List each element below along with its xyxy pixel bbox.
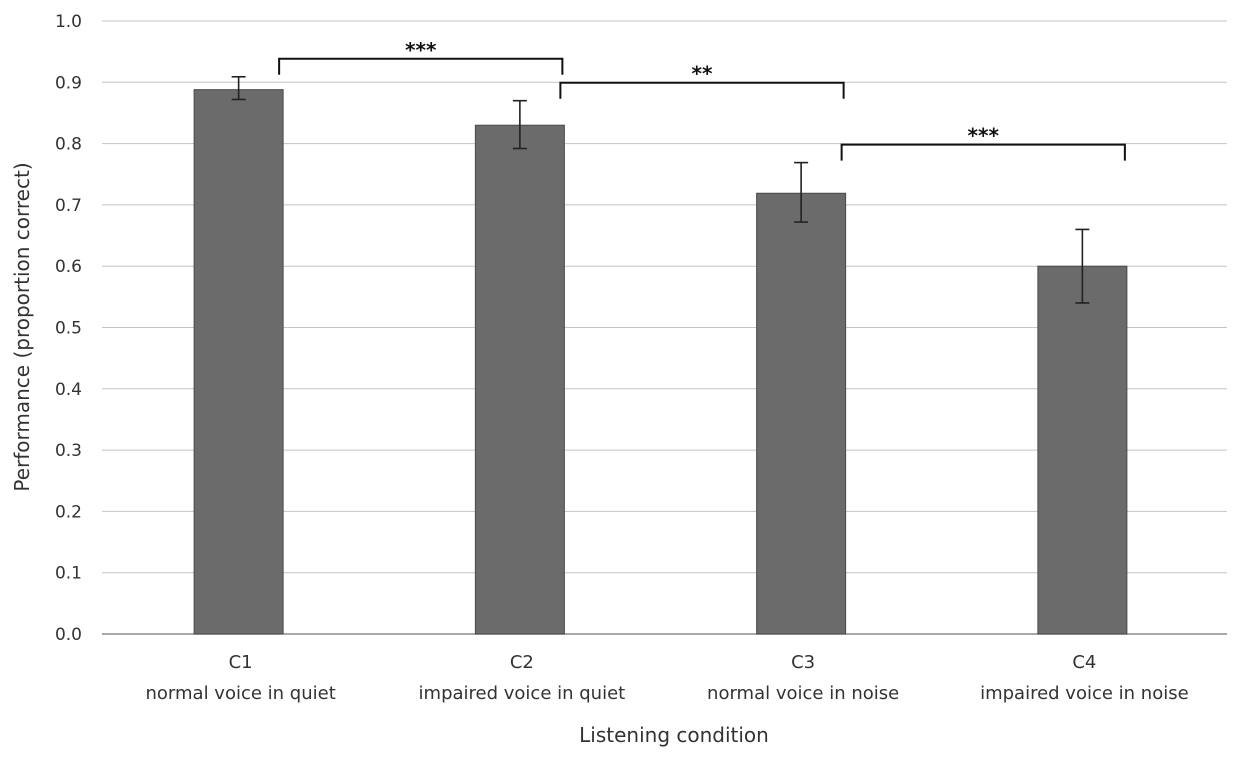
- x-category-code: C1: [229, 652, 253, 673]
- x-category-code: C3: [791, 652, 815, 673]
- bar-c3: [756, 192, 847, 635]
- x-category-label: normal voice in quiet: [146, 683, 336, 704]
- significance-bracket-line: [278, 57, 564, 75]
- x-category-code: C2: [510, 652, 534, 673]
- grid-layer: [102, 20, 1227, 635]
- bar-layer: [193, 89, 1128, 635]
- error-bar-c4: [1075, 228, 1090, 304]
- x-category-label: impaired voice in noise: [980, 683, 1189, 704]
- y-tick-label: 0.6: [55, 257, 82, 277]
- significance-bracket: **: [559, 62, 845, 99]
- significance-bracket-line: [559, 81, 845, 99]
- y-tick-label: 0.1: [55, 564, 82, 584]
- significance-layer: ********: [278, 38, 1126, 161]
- bar-c1: [193, 89, 284, 635]
- y-tick-label: 0.4: [55, 380, 82, 400]
- x-axis-title: Listening condition: [579, 723, 769, 747]
- category-label-layer: C1 normal voice in quiet C2 impaired voice …: [146, 652, 1189, 704]
- significance-bracket: ***: [840, 124, 1126, 161]
- error-bar-c3: [794, 161, 809, 223]
- y-tick-layer: 0.0 0.1 0.2 0.3 0.4 0.5 0.6 0.7 0.8 0.9 1.0: [55, 12, 82, 645]
- y-tick-label: 0.9: [55, 73, 82, 93]
- y-tick-label: 0.2: [55, 502, 82, 522]
- significance-label: ***: [405, 38, 437, 62]
- y-tick-label: 0.3: [55, 441, 82, 461]
- error-bar-c2: [512, 99, 527, 150]
- significance-bracket: ***: [278, 38, 564, 75]
- error-bar-layer: [231, 75, 1090, 304]
- x-category-label: impaired voice in quiet: [419, 683, 626, 704]
- x-category-code: C4: [1072, 652, 1096, 673]
- y-tick-label: 0.7: [55, 196, 82, 216]
- significance-bracket-line: [840, 143, 1126, 161]
- y-tick-label: 0.8: [55, 135, 82, 155]
- y-axis-title: Performance (proportion correct): [10, 162, 34, 491]
- bar-c4: [1037, 265, 1128, 635]
- y-tick-label: 0.5: [55, 319, 82, 339]
- y-tick-label: 0.0: [55, 625, 82, 645]
- significance-label: **: [692, 62, 713, 86]
- significance-label: ***: [968, 124, 1000, 148]
- bar-c2: [474, 124, 565, 635]
- error-bar-c1: [231, 75, 246, 101]
- x-category-label: normal voice in noise: [707, 683, 899, 704]
- y-tick-label: 1.0: [55, 12, 82, 32]
